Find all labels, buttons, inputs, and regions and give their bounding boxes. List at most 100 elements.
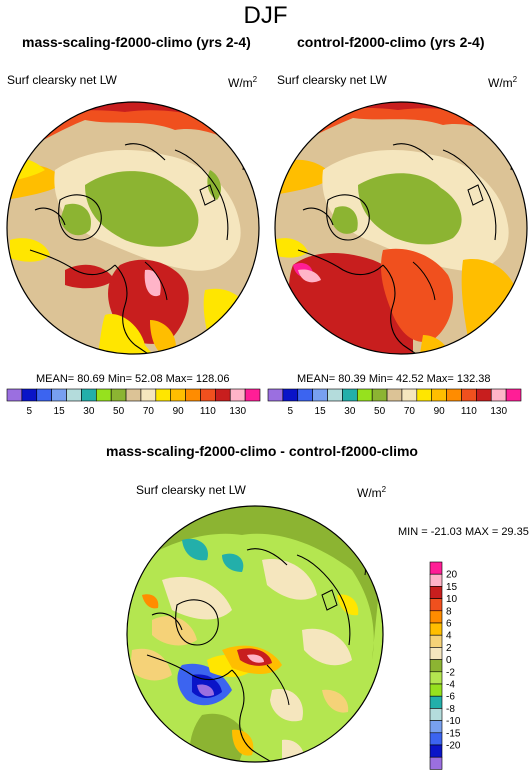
difference-colorbar-tick-label: -6 [446, 692, 455, 703]
panel1-colorbar-swatch [21, 388, 38, 402]
difference-colorbar-swatch [429, 598, 443, 612]
panel1-variable: Surf clearsky net LW [7, 73, 117, 87]
panel1-colorbar: 5 15 30 50 70 90 110 130 [6, 388, 261, 417]
panel2-colorbar-swatch [342, 388, 358, 402]
panel1-colorbar-swatch [125, 388, 142, 402]
panel1-colorbar-swatch [155, 388, 172, 402]
difference-variable: Surf clearsky net LW [136, 483, 246, 497]
difference-title: mass-scaling-f2000-climo - control-f2000… [106, 443, 418, 459]
difference-colorbar-tick-label: -20 [446, 741, 461, 752]
panel1-colorbar-swatch [110, 388, 127, 402]
panel2-colorbar: 5 15 30 50 70 90 110 130 [267, 388, 522, 417]
panel2-title: control-f2000-climo (yrs 2-4) [297, 34, 485, 50]
panel1-colorbar-tick-label: 110 [200, 406, 216, 417]
panel2-colorbar-swatch [446, 388, 462, 402]
panel1-colorbar-swatch [6, 388, 23, 402]
difference-colorbar-tick-label: -15 [446, 728, 461, 739]
panel1-colorbar-swatch [51, 388, 67, 402]
panel1-stats: MEAN= 80.69 Min= 52.08 Max= 128.06 [36, 373, 230, 385]
panel1-colorbar-swatch [185, 388, 201, 402]
panel2-colorbar-swatch [356, 388, 373, 402]
difference-colorbar-swatch [429, 732, 443, 746]
panel2-colorbar-tick-label: 50 [374, 406, 386, 417]
difference-colorbar-swatch [429, 671, 443, 685]
difference-colorbar-swatch [429, 756, 443, 770]
season-title: DJF [243, 2, 288, 29]
difference-colorbar-swatch [429, 720, 443, 734]
top-colorbars: 5 15 30 50 70 90 110 130 5 15 30 50 70 90 110 130 [6, 388, 522, 417]
panel1-title: mass-scaling-f2000-climo (yrs 2-4) [22, 34, 251, 50]
panel2-colorbar-swatch [312, 388, 328, 402]
panel1-colorbar-swatch [66, 388, 82, 402]
difference-colorbar-tick-label: 8 [446, 606, 452, 617]
panel2-colorbar-swatch [371, 388, 388, 402]
difference-colorbar-tick-label: 0 [446, 655, 452, 666]
difference-colorbar-swatch [429, 586, 443, 599]
panel2-colorbar-tick-label: 5 [288, 406, 294, 417]
difference-colorbar-swatch [429, 647, 443, 660]
panel1-colorbar-swatch [36, 388, 52, 402]
panel2-colorbar-swatch [327, 388, 343, 402]
panel1-colorbar-swatch [229, 388, 246, 402]
panel2-colorbar-swatch [267, 388, 284, 402]
panel1-colorbar-tick-label: 90 [173, 406, 185, 417]
difference-polar-map [126, 505, 384, 763]
difference-colorbar-swatch [429, 744, 443, 758]
panel1-colorbar-swatch [200, 388, 216, 402]
panel2-colorbar-swatch [490, 388, 507, 402]
panel2-polar-map [274, 101, 528, 355]
difference-colorbar-swatch [429, 610, 443, 624]
difference-units: W/m2 [357, 485, 387, 500]
panel1-colorbar-tick-label: 15 [54, 406, 66, 417]
difference-colorbar-tick-label: 2 [446, 643, 452, 654]
panel1-colorbar-tick-label: 30 [83, 406, 95, 417]
panel2-colorbar-swatch [416, 388, 433, 402]
panel2-units: W/m2 [488, 75, 518, 90]
difference-colorbar-tick-label: 4 [446, 631, 452, 642]
panel2-colorbar-tick-label: 15 [315, 406, 327, 417]
panel1-colorbar-swatch [244, 388, 261, 402]
difference-colorbar-tick-label: -4 [446, 680, 455, 691]
panel1-colorbar-tick-label: 130 [229, 406, 246, 417]
panel2-colorbar-swatch [461, 388, 477, 402]
difference-colorbar-tick-label: 15 [446, 582, 458, 593]
difference-colorbar-tick-label: 20 [446, 570, 458, 581]
panel1-colorbar-tick-label: 5 [27, 406, 33, 417]
panel2-colorbar-swatch [431, 388, 447, 402]
difference-colorbar-swatch [429, 561, 443, 575]
difference-colorbar-swatch [429, 622, 443, 636]
difference-colorbar-swatch [429, 659, 443, 673]
panel1-colorbar-tick-label: 50 [113, 406, 125, 417]
difference-colorbar-swatch [429, 634, 443, 648]
panel1-colorbar-swatch [81, 388, 97, 402]
panel2-stats: MEAN= 80.39 Min= 42.52 Max= 132.38 [297, 373, 491, 385]
panel1-colorbar-swatch [95, 388, 112, 402]
difference-colorbar-swatch [429, 708, 443, 721]
difference-colorbar-swatch [429, 683, 443, 697]
panel2-colorbar-swatch [386, 388, 403, 402]
difference-minmax: MIN = -21.03 MAX = 29.35 [398, 526, 529, 538]
panel2-colorbar-swatch [282, 388, 299, 402]
difference-colorbar-tick-label: -10 [446, 716, 461, 727]
panel2-colorbar-tick-label: 70 [404, 406, 416, 417]
panel2-colorbar-tick-label: 130 [490, 406, 507, 417]
panel2-colorbar-tick-label: 110 [461, 406, 477, 417]
difference-colorbar-tick-label: -8 [446, 704, 455, 715]
panel1-colorbar-swatch [215, 388, 231, 402]
difference-colorbar-swatch [429, 573, 443, 587]
panel1-polar-map [6, 101, 260, 355]
difference-colorbar-swatch [429, 695, 443, 709]
panel1-colorbar-tick-label: 70 [143, 406, 155, 417]
panel2-colorbar-swatch [505, 388, 522, 402]
panel2-colorbar-swatch [476, 388, 492, 402]
panel1-colorbar-swatch [170, 388, 186, 402]
difference-colorbar-tick-label: -2 [446, 667, 455, 678]
panel2-variable: Surf clearsky net LW [277, 73, 387, 87]
panel2-colorbar-swatch [401, 388, 418, 402]
panel1-units: W/m2 [228, 75, 258, 90]
panel2-colorbar-tick-label: 90 [434, 406, 446, 417]
panel1-colorbar-swatch [140, 388, 157, 402]
difference-colorbar-tick-label: 10 [446, 594, 458, 605]
panel2-colorbar-tick-label: 30 [344, 406, 356, 417]
